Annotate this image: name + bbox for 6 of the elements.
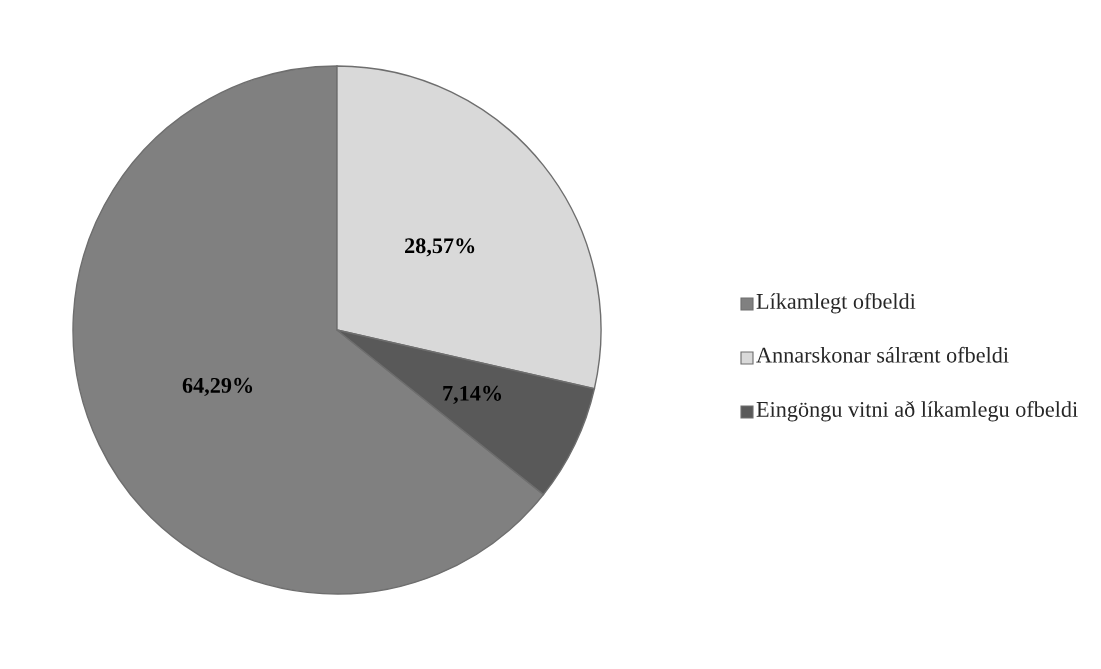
legend-label: Líkamlegt ofbeldi xyxy=(756,293,916,314)
data-label: 28,57% xyxy=(405,238,475,257)
data-label: 64,29% xyxy=(182,377,253,397)
legend-label: Eingöngu vitni að líkamlegu ofbeldi xyxy=(756,401,1078,422)
legend-label: Annarskonar sálrænt ofbeldi xyxy=(756,346,1009,363)
data-label: 7,14% xyxy=(443,385,502,405)
